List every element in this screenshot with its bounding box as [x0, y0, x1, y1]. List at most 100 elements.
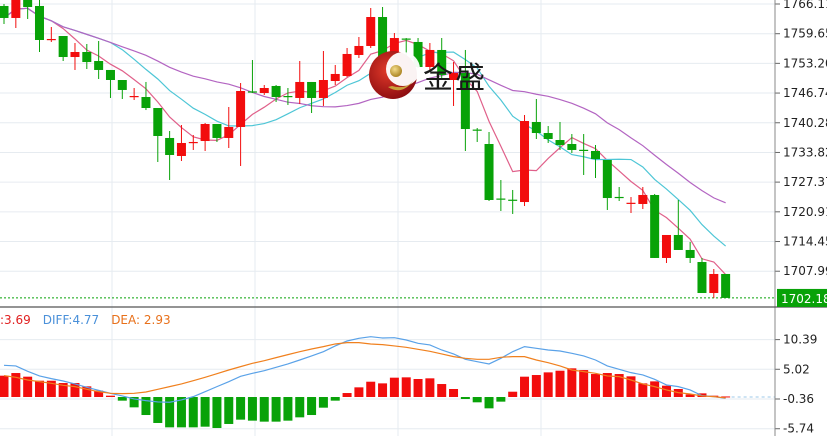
macd-bar [330, 397, 340, 401]
logo-text: 金盛 [423, 61, 487, 96]
candle-down [721, 273, 731, 298]
candle-up [11, 0, 21, 18]
candle-down [602, 160, 612, 199]
macd-bar [638, 383, 648, 398]
last-price-label: 1702.18 [781, 292, 827, 306]
macd-bar [614, 374, 624, 398]
candle-down [650, 194, 660, 258]
macd-bar [602, 373, 612, 398]
candle-down [673, 234, 683, 250]
candle-down [460, 73, 470, 130]
candle-up [330, 73, 340, 82]
candle-down [247, 91, 257, 93]
macd-bar [366, 381, 376, 398]
moving-average-lines [3, 7, 727, 275]
macd-tick-label: 5.02 [783, 362, 810, 376]
candle-up [425, 49, 435, 67]
candle-up [295, 81, 305, 98]
macd-legend: :3.69 DIFF:4.77 DEA: 2.93 [0, 313, 183, 327]
candle-down [378, 17, 388, 63]
macd-bar [129, 397, 139, 408]
candle-down [472, 129, 482, 131]
last-price-badge [777, 288, 827, 307]
macd-tick-label: 10.39 [783, 333, 817, 347]
macd-tick-label: -0.36 [783, 392, 814, 406]
macd-bar [378, 383, 388, 398]
candle-down [579, 149, 589, 151]
candle-up [709, 273, 719, 294]
macd-tick-label: -5.74 [783, 422, 814, 436]
macd-bar [437, 384, 447, 398]
macd-bar [212, 397, 222, 429]
candle-down [271, 85, 281, 98]
candle-down [614, 196, 624, 199]
macd-bar [543, 372, 553, 398]
macd-bar [721, 396, 731, 398]
price-tick-label: 1746.74 [783, 86, 827, 100]
candle-down [591, 150, 600, 159]
candle-down [697, 262, 707, 294]
price-tick-label: 1707.99 [783, 264, 827, 278]
price-tick-label: 1753.20 [783, 56, 827, 70]
macd-bar [58, 383, 68, 398]
macd-bar [188, 397, 198, 428]
candle-down [94, 61, 104, 70]
candle-down [283, 96, 293, 98]
candles [0, 0, 731, 298]
candle-up [236, 90, 246, 127]
candle-up [449, 73, 459, 80]
macd-bar [271, 397, 281, 422]
macd-bar [46, 380, 56, 398]
candle-down [543, 133, 553, 139]
jinsheng-logo [369, 51, 420, 99]
price-tick-label: 1740.28 [783, 116, 827, 130]
candle-up [626, 202, 636, 204]
candle-up [129, 96, 139, 98]
macd-bar [449, 389, 459, 398]
price-tick-label: 1727.37 [783, 175, 827, 189]
macd-bar [460, 397, 470, 399]
candle-up [342, 53, 352, 76]
candle-down [58, 36, 68, 58]
macd-bar [472, 397, 482, 403]
price-tick-label: 1733.82 [783, 145, 827, 159]
candle-up [259, 88, 269, 94]
macd-bar [224, 397, 234, 424]
macd-bar [520, 376, 530, 398]
candle-up [389, 38, 399, 58]
macd-bar [661, 385, 671, 398]
candle-down [437, 49, 447, 75]
candle-up [661, 234, 671, 258]
dea-line [3, 342, 726, 399]
candle-down [105, 69, 115, 80]
candle-down [496, 198, 506, 200]
candle-down [413, 41, 423, 67]
macd-bar [200, 397, 210, 427]
candle-down [82, 52, 92, 63]
ma5-line [3, 7, 727, 275]
candle-down [0, 5, 9, 18]
candle-down [117, 80, 127, 90]
candle-up [638, 194, 648, 204]
candle-down [531, 121, 541, 134]
macd-bar [555, 370, 565, 398]
macd-bar [283, 397, 293, 421]
logo-gold-ball-icon [390, 65, 402, 77]
macd-bar [295, 397, 305, 418]
candle-up [46, 38, 56, 41]
candle-up [188, 141, 198, 144]
candle-down [307, 81, 317, 98]
macd-bar [153, 397, 163, 423]
candle-up [354, 45, 364, 55]
candle-up [520, 121, 530, 203]
candle-down [508, 199, 518, 201]
macd-bar [105, 395, 115, 398]
diff-line [3, 336, 726, 403]
price-tick-label: 1714.45 [783, 235, 827, 249]
candle-up [366, 17, 376, 46]
macd-bar [0, 375, 9, 398]
candle-up [176, 142, 186, 156]
macd-bar [579, 370, 589, 398]
